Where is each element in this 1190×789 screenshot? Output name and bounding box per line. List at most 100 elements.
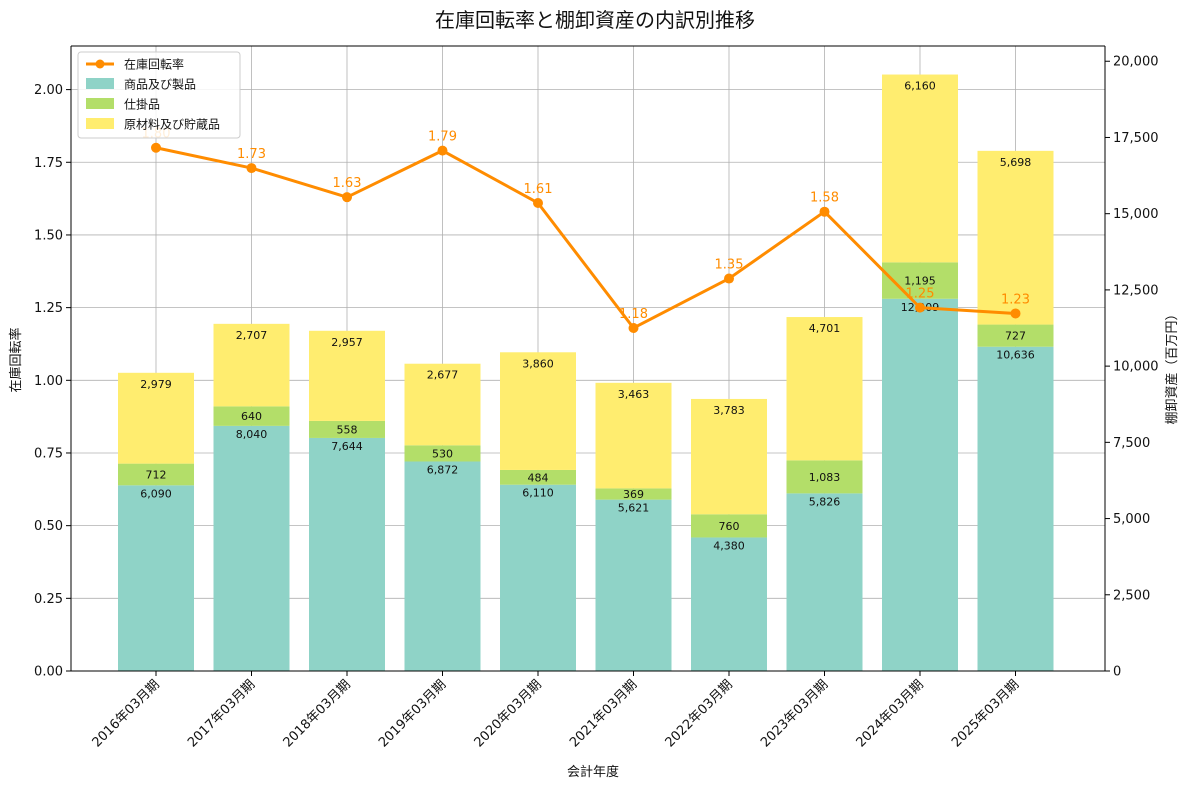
bar-value-label: 3,860	[522, 357, 554, 370]
bar-segment	[500, 469, 576, 485]
y-tick-label-right: 7,500	[1113, 436, 1150, 451]
x-tick-label: 2017年03月期	[185, 677, 258, 750]
turnover-point	[915, 302, 925, 313]
turnover-point	[819, 206, 830, 217]
legend-label: 在庫回転率	[124, 57, 184, 72]
y-tick-label-right: 15,000	[1113, 207, 1159, 222]
legend-bar-swatch	[86, 98, 114, 109]
bar-value-label: 3,783	[713, 404, 745, 417]
legend-bar-swatch	[86, 78, 114, 89]
legend-label: 商品及び製品	[124, 77, 196, 92]
y-tick-label-left: 0.50	[34, 519, 63, 534]
bar-value-label: 712	[146, 468, 167, 481]
bar-segment	[882, 298, 958, 671]
bar-segment	[404, 461, 481, 671]
turnover-value-label: 1.79	[428, 130, 457, 145]
x-tick-label: 2016年03月期	[90, 677, 163, 750]
bar-value-label: 484	[528, 471, 549, 484]
turnover-value-label: 1.25	[906, 287, 935, 302]
y-tick-label-right: 12,500	[1113, 283, 1159, 298]
bar-value-label: 5,621	[618, 502, 650, 515]
bar-value-label: 2,979	[140, 378, 172, 391]
bar-segment	[309, 330, 385, 421]
bar-segment	[118, 485, 194, 671]
bar-value-label: 6,090	[140, 487, 172, 500]
x-tick-label: 2018年03月期	[281, 677, 354, 750]
bar-value-label: 4,701	[809, 322, 841, 335]
bar-value-label: 6,160	[904, 80, 936, 93]
legend-box	[77, 51, 241, 139]
legend-label: 仕掛品	[124, 97, 160, 112]
bar-segment	[691, 537, 767, 671]
bar-segment	[691, 398, 767, 515]
bar-value-label: 1,083	[809, 471, 841, 484]
legend-label: 原材料及び貯蔵品	[124, 118, 220, 132]
bar-value-label: 4,380	[713, 539, 745, 552]
turnover-point	[151, 142, 161, 153]
y-tick-label-left: 0.75	[34, 446, 63, 461]
bar-segment	[882, 74, 958, 263]
bar-value-label: 3,463	[618, 388, 650, 401]
turnover-value-label: 1.35	[715, 258, 744, 273]
turnover-point	[533, 197, 543, 208]
bar-value-label: 8,040	[236, 428, 268, 441]
bar-value-label: 7,644	[331, 440, 363, 453]
turnover-value-label: 1.73	[237, 147, 266, 162]
bar-labels: 6,090 712 2,979 8,040 640 2,707 7,644 558 2,957 6…	[140, 80, 1035, 553]
turnover-point	[437, 145, 448, 156]
bar-segment	[213, 406, 290, 426]
bar-segment	[595, 499, 672, 671]
legend-line-marker	[95, 59, 105, 69]
bar-value-label: 760	[719, 520, 740, 533]
bar-segment	[118, 372, 194, 464]
turnover-value-label: 1.61	[524, 182, 553, 197]
bar-segment	[977, 346, 1054, 671]
bar-segment	[309, 420, 385, 438]
y-tick-label-left: 1.00	[34, 374, 63, 389]
y-tick-label-left: 1.75	[34, 156, 63, 171]
bar-value-label: 6,110	[522, 487, 554, 500]
bar-segment	[500, 352, 576, 470]
bar-segment	[786, 493, 863, 671]
bar-segment	[977, 324, 1054, 347]
bar-value-label: 2,677	[427, 369, 459, 382]
turnover-value-label: 1.18	[619, 307, 648, 322]
bar-segment	[309, 437, 385, 671]
chart-title: 在庫回転率と棚卸資産の内訳別推移	[435, 8, 755, 32]
bar-segment	[404, 363, 481, 446]
y-tick-label-right: 5,000	[1113, 512, 1150, 527]
y-axis-label-left: 在庫回転率	[8, 327, 24, 392]
y-tick-label-right: 0	[1113, 665, 1121, 680]
bar-value-label: 530	[432, 447, 453, 460]
turnover-line-path	[155, 146, 1016, 330]
bar-value-label: 2,957	[331, 336, 363, 349]
bar-value-label: 5,698	[1000, 156, 1032, 169]
x-tick-label: 2019年03月期	[376, 677, 449, 750]
bar-value-label: 2,707	[236, 329, 268, 342]
bar-value-label: 558	[337, 423, 358, 436]
bar-segment	[786, 460, 863, 494]
bar-value-label: 727	[1005, 330, 1026, 343]
turnover-point	[342, 192, 352, 203]
bar-segment	[118, 463, 194, 486]
x-tick-label: 2024年03月期	[854, 677, 927, 750]
turnover-point	[628, 322, 639, 333]
bar-segment	[595, 382, 672, 489]
bar-value-label: 6,872	[427, 463, 459, 476]
y-tick-label-right: 17,500	[1113, 131, 1159, 146]
x-tick-label: 2023年03月期	[758, 677, 831, 750]
y-tick-label-right: 20,000	[1113, 55, 1159, 70]
x-tick-label: 2020年03月期	[472, 677, 545, 750]
bar-segment	[404, 445, 481, 462]
turnover-point	[724, 273, 734, 284]
y-tick-label-right: 10,000	[1113, 360, 1159, 375]
turnover-point	[246, 163, 257, 174]
bar-segment	[786, 317, 863, 461]
bar-segment	[691, 514, 767, 538]
bar-segment	[977, 150, 1054, 325]
x-tick-label: 2022年03月期	[663, 677, 736, 750]
turnover-value-label: 1.58	[810, 191, 839, 206]
y-axis-label-right: 棚卸資産（百万円）	[1164, 307, 1180, 424]
